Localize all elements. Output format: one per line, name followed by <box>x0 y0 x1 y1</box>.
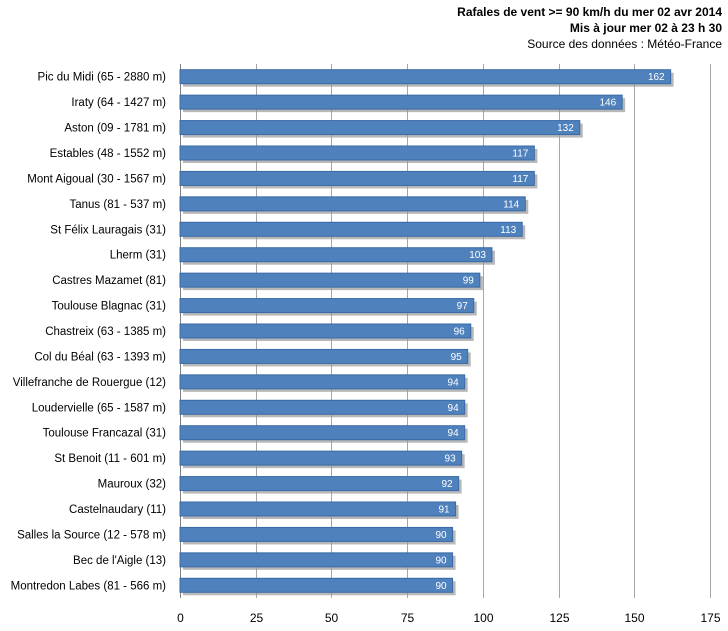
bar <box>179 526 454 542</box>
bar-value-label: 94 <box>448 403 460 414</box>
bar-value-label: 96 <box>454 327 466 338</box>
x-tick-label: 125 <box>549 611 569 625</box>
bar-value-label: 103 <box>469 250 486 261</box>
x-tick-label: 175 <box>700 611 720 625</box>
bar <box>179 476 460 492</box>
category-label: Salles la Source (12 - 578 m) <box>17 529 166 541</box>
bar <box>179 399 466 415</box>
bar-value-label: 132 <box>557 123 574 134</box>
category-label: Lherm (31) <box>110 250 166 262</box>
x-tick-labels: 0 25 50 75 100 125 150 175 <box>177 611 721 625</box>
category-label: Aston (09 - 1781 m) <box>64 123 166 135</box>
bar <box>179 425 466 441</box>
bar-value-label: 90 <box>435 581 447 592</box>
bar <box>179 120 581 136</box>
bar-value-label: 91 <box>438 505 450 516</box>
category-label: Iraty (64 - 1427 m) <box>71 97 166 109</box>
category-labels: Pic du Midi (65 - 2880 m) Iraty (64 - 142… <box>11 72 167 593</box>
bar <box>179 298 475 314</box>
category-label: Mauroux (32) <box>98 479 167 491</box>
bar-value-label: 90 <box>435 555 447 566</box>
category-label: Villefranche de Rouergue (12) <box>13 377 166 389</box>
bar-value-label: 117 <box>512 149 528 160</box>
category-label: Castelnaudary (11) <box>69 504 166 516</box>
bar <box>179 221 523 237</box>
bar-value-label: 113 <box>500 225 516 236</box>
x-tick-label: 25 <box>250 611 264 625</box>
category-label: Mont Aigoual (30 - 1567 m) <box>27 173 166 185</box>
category-label: Montredon Labes (81 - 566 m) <box>11 580 167 592</box>
chart-source: Source des données : Météo-France <box>527 37 722 51</box>
bar <box>179 348 469 364</box>
category-label: Toulouse Francazal (31) <box>43 428 167 440</box>
category-label: Tanus (81 - 537 m) <box>69 199 166 211</box>
category-label: St Benoit (11 - 601 m) <box>54 453 166 465</box>
bar-value-label: 114 <box>503 199 519 210</box>
category-label: Bec de l'Aigle (13) <box>73 555 166 567</box>
category-label: Toulouse Blagnac (31) <box>52 301 167 313</box>
category-label: Pic du Midi (65 - 2880 m) <box>38 72 167 84</box>
bar <box>179 196 526 212</box>
x-tick-label: 0 <box>177 611 184 625</box>
category-label: Estables (48 - 1552 m) <box>50 148 167 160</box>
bar <box>179 145 535 161</box>
bar <box>179 450 463 466</box>
bar <box>179 94 623 110</box>
bars: 162 146 132 117 117 114 113 103 99 97 96 95 94 94 94 93… <box>179 69 674 596</box>
bar-value-label: 94 <box>448 428 460 439</box>
bar-value-label: 92 <box>442 479 454 490</box>
bar-value-label: 117 <box>512 174 528 185</box>
bar-value-label: 99 <box>463 276 475 287</box>
chart-header: Rafales de vent >= 90 km/h du mer 02 avr… <box>457 4 722 52</box>
bar <box>179 501 457 517</box>
bar <box>179 170 535 186</box>
bar <box>179 69 672 85</box>
bar-value-label: 94 <box>448 377 460 388</box>
bar <box>179 272 481 288</box>
chart-title-line2: Mis à jour mer 02 à 23 h 30 <box>569 21 722 35</box>
bar <box>179 577 454 593</box>
bar-value-label: 97 <box>457 301 469 312</box>
category-label: Col du Béal (63 - 1393 m) <box>34 351 166 363</box>
x-tick-label: 50 <box>325 611 339 625</box>
bar-value-label: 90 <box>435 530 447 541</box>
bar-value-label: 95 <box>451 352 463 363</box>
category-label: Chastreix (63 - 1385 m) <box>45 326 166 338</box>
x-tick-label: 150 <box>624 611 644 625</box>
bar-value-label: 146 <box>599 98 616 109</box>
bar <box>179 374 466 390</box>
category-label: St Félix Lauragais (31) <box>50 224 166 236</box>
bar <box>179 247 493 263</box>
x-tick-label: 100 <box>473 611 493 625</box>
x-tick-label: 75 <box>401 611 415 625</box>
bar-value-label: 93 <box>445 454 457 465</box>
bar-value-label: 162 <box>648 72 665 83</box>
bar <box>179 323 472 339</box>
bar <box>179 552 454 568</box>
category-label: Castres Mazamet (81) <box>52 275 166 287</box>
chart-title-line1: Rafales de vent >= 90 km/h du mer 02 avr… <box>457 5 722 19</box>
category-label: Loudervielle (65 - 1587 m) <box>32 402 166 414</box>
